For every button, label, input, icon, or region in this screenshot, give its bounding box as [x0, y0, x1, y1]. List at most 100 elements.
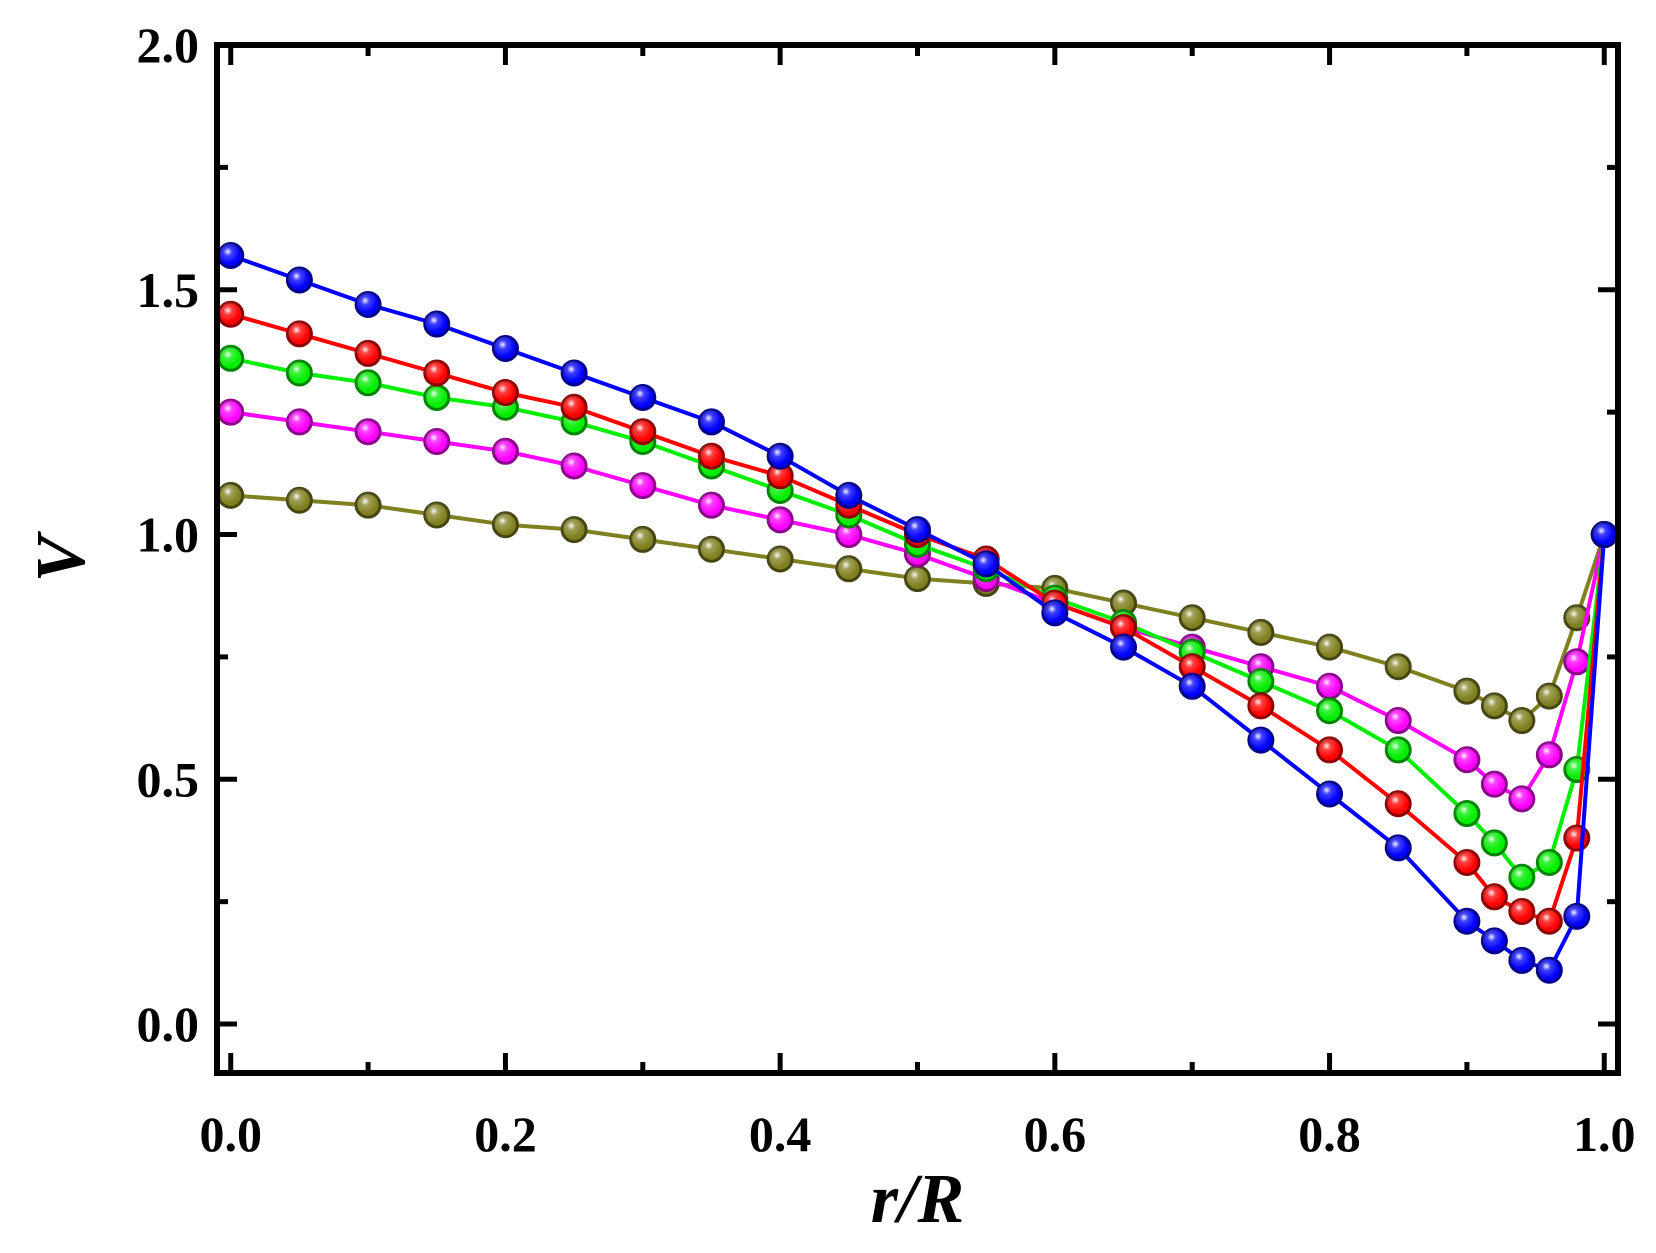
data-point: [1453, 677, 1481, 705]
data-point: [1453, 849, 1481, 877]
data-point: [1041, 599, 1069, 627]
data-point: [491, 335, 519, 363]
x-tick-label: 0.6: [1024, 1106, 1087, 1162]
data-point: [1316, 672, 1344, 700]
data-point: [629, 418, 657, 446]
data-point: [354, 369, 382, 397]
data-point: [285, 359, 313, 387]
y-axis-title: V: [23, 530, 100, 582]
data-point: [1316, 633, 1344, 661]
data-point: [1384, 736, 1412, 764]
data-point: [354, 290, 382, 318]
x-tick-label: 0.2: [474, 1106, 537, 1162]
plot-frame: [214, 42, 1621, 1076]
data-point: [1247, 618, 1275, 646]
data-point: [217, 344, 245, 372]
data-point: [1563, 648, 1591, 676]
data-point: [1316, 697, 1344, 725]
data-point: [560, 359, 588, 387]
data-point: [354, 418, 382, 446]
x-tick-label: 0.0: [199, 1106, 262, 1162]
data-point: [1590, 521, 1618, 549]
data-point: [1480, 770, 1508, 798]
data-point: [1178, 672, 1206, 700]
data-point: [491, 379, 519, 407]
y-tick-label: 2.0: [137, 17, 200, 73]
data-point: [1563, 824, 1591, 852]
y-axis-tick-labels: 0.0 0.5 1.0 1.5 2.0: [137, 17, 200, 1052]
data-point: [1508, 897, 1536, 925]
series-layer: [217, 241, 1618, 984]
data-point: [217, 300, 245, 328]
data-point: [766, 462, 794, 490]
data-point: [1508, 946, 1536, 974]
data-point: [423, 428, 451, 456]
x-tick-label: 0.4: [749, 1106, 812, 1162]
data-point: [423, 310, 451, 338]
data-point: [354, 339, 382, 367]
data-point: [1480, 692, 1508, 720]
data-point: [697, 442, 725, 470]
data-point: [1384, 707, 1412, 735]
data-point: [697, 491, 725, 519]
data-point: [972, 550, 1000, 578]
x-tick-label: 1.0: [1573, 1106, 1636, 1162]
x-tick-label: 0.8: [1298, 1106, 1361, 1162]
data-point: [491, 511, 519, 539]
data-point: [1178, 604, 1206, 632]
x-axis-tick-labels: 0.0 0.2 0.4 0.6 0.8 1.0: [199, 1106, 1635, 1162]
data-point: [1535, 741, 1563, 769]
data-point: [354, 491, 382, 519]
data-point: [1480, 829, 1508, 857]
data-point: [629, 383, 657, 411]
y-tick-label: 0.0: [137, 996, 200, 1052]
data-point: [1535, 682, 1563, 710]
data-point: [423, 501, 451, 529]
data-point: [1316, 780, 1344, 808]
data-point: [697, 535, 725, 563]
y-tick-label: 1.5: [137, 262, 200, 318]
data-point: [560, 452, 588, 480]
data-point: [217, 481, 245, 509]
data-point: [629, 525, 657, 553]
data-point: [560, 516, 588, 544]
data-point: [1384, 834, 1412, 862]
data-point: [1535, 849, 1563, 877]
y-tick-label: 1.0: [137, 507, 200, 563]
data-point: [423, 359, 451, 387]
data-point: [835, 521, 863, 549]
data-point: [766, 545, 794, 573]
data-point: [1384, 790, 1412, 818]
data-point: [285, 320, 313, 348]
data-point: [1453, 746, 1481, 774]
data-point: [1384, 653, 1412, 681]
data-point: [904, 516, 931, 544]
data-point: [1110, 633, 1138, 661]
data-point: [766, 442, 794, 470]
data-point: [697, 408, 725, 436]
data-point: [285, 266, 313, 294]
data-point: [217, 241, 245, 269]
data-point: [1508, 863, 1536, 891]
data-point: [1453, 907, 1481, 935]
data-point: [766, 506, 794, 534]
data-point: [1247, 726, 1275, 754]
data-point: [285, 486, 313, 514]
data-point: [1247, 667, 1275, 695]
data-point: [1508, 707, 1536, 735]
data-point: [1535, 907, 1563, 935]
data-point: [1453, 800, 1481, 828]
data-point: [491, 437, 519, 465]
data-point: [835, 555, 863, 583]
series-4: [217, 241, 1618, 984]
data-point: [1508, 785, 1536, 813]
data-point: [835, 481, 863, 509]
data-point: [423, 383, 451, 411]
data-point: [560, 393, 588, 421]
data-point: [904, 565, 931, 593]
data-point: [1247, 692, 1275, 720]
data-point: [285, 408, 313, 436]
data-point: [1480, 927, 1508, 955]
data-point: [1563, 604, 1591, 632]
